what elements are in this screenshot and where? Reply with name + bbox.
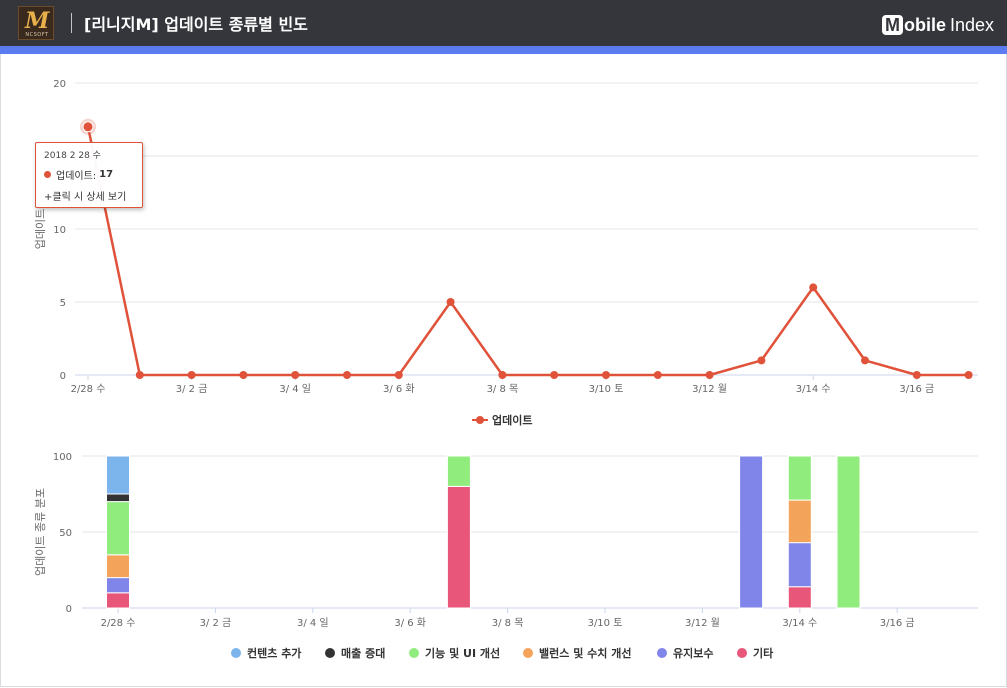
line-series-update (86, 126, 969, 377)
bar-legend-symbol-sales[interactable] (325, 648, 335, 658)
bar-segment-other[interactable] (106, 592, 130, 609)
line-xtick-label: 3/10 토 (589, 384, 624, 395)
bar-segment-contents[interactable] (106, 455, 130, 495)
line-point[interactable] (861, 356, 869, 365)
line-xtick-label: 2/28 수 (71, 383, 106, 395)
line-yaxis-title: 업데이트 (34, 209, 47, 249)
bar-segment-sales[interactable] (106, 493, 130, 503)
page-title: [리니지M] 업데이트 종류별 빈도 (84, 15, 308, 34)
line-legend-label: 업데이트 (492, 413, 532, 427)
bar-xtick-label: 3/ 4 일 (297, 617, 329, 629)
bar-xtick-label: 3/ 6 화 (394, 617, 426, 629)
line-point[interactable] (912, 371, 921, 379)
line-point[interactable] (343, 371, 351, 379)
line-ytick-label: 5 (60, 298, 66, 309)
line-xtick-label: 3/ 6 화 (383, 383, 415, 395)
line-point[interactable] (498, 371, 507, 379)
bar-xtick-label: 3/ 8 목 (492, 617, 524, 629)
line-point[interactable] (291, 371, 300, 379)
bar-legend-label-sales: 매출 증대 (341, 646, 385, 660)
bar-legend-label-contents: 컨텐츠 추가 (247, 646, 301, 660)
bar-ytick-label: 0 (66, 604, 72, 615)
bar-xtick-label: 3/10 토 (588, 618, 623, 629)
line-xtick-label: 3/ 4 일 (279, 383, 311, 395)
line-point[interactable] (653, 371, 662, 379)
tooltip-series-dot (44, 171, 51, 178)
bar-segment-other[interactable] (446, 485, 471, 609)
bar-yaxis-title: 업데이트 종류 분포 (34, 488, 47, 576)
line-xtick-label: 3/ 2 금 (176, 383, 208, 395)
bar-xtick-label: 3/14 수 (782, 617, 817, 629)
line-point[interactable] (446, 298, 455, 306)
bar-segment-feature[interactable] (106, 501, 130, 556)
line-ytick-label: 0 (60, 371, 66, 382)
tooltip-series-name: 업데이트: (56, 171, 97, 182)
line-ytick-label: 10 (53, 225, 66, 236)
bar-legend-symbol-maintenance[interactable] (657, 648, 667, 658)
line-point[interactable] (187, 371, 196, 379)
line-point[interactable] (809, 283, 818, 292)
bar-xtick-label: 3/16 금 (880, 617, 915, 629)
bar-segment-feature[interactable] (787, 455, 812, 501)
line-legend-marker[interactable] (476, 416, 484, 424)
bar-ytick-label: 50 (59, 528, 72, 539)
line-point[interactable] (757, 356, 766, 365)
line-point[interactable] (964, 371, 973, 379)
bar-legend-symbol-feature[interactable] (409, 648, 419, 658)
app-icon-letter: M (25, 8, 50, 34)
line-point[interactable] (550, 371, 559, 379)
bar-segment-maintenance[interactable] (106, 577, 130, 594)
bar-segment-balance[interactable] (787, 499, 812, 544)
bar-segment-balance[interactable] (106, 554, 130, 579)
chart-tooltip[interactable]: 2018 2 28 수 업데이트: 17 +클릭 시 상세 보기 (35, 142, 143, 208)
line-point[interactable] (705, 371, 714, 379)
bar-legend-label-feature: 기능 및 UI 개선 (425, 646, 500, 660)
line-xtick-label: 3/12 월 (692, 383, 727, 395)
bar-legend-symbol-other[interactable] (737, 648, 747, 658)
bar-legend-label-other: 기타 (753, 646, 774, 660)
line-xtick-label: 3/16 금 (899, 383, 934, 395)
bar-legend-symbol-balance[interactable] (523, 648, 533, 658)
line-xtick-label: 3/ 8 목 (487, 383, 519, 395)
line-xtick-label: 3/14 수 (796, 383, 831, 395)
app-icon: M NCSOFT (18, 6, 54, 40)
brand-logo-m: M (882, 15, 903, 35)
brand-logo-index: Index (950, 14, 995, 35)
line-point[interactable] (394, 371, 403, 379)
tooltip-detail-link[interactable]: +클릭 시 상세 보기 (44, 192, 127, 203)
bar-xtick-label: 2/28 수 (101, 617, 136, 629)
header-divider (71, 13, 72, 33)
bar-segment-feature[interactable] (836, 455, 861, 609)
tooltip-series-value: 17 (99, 169, 114, 180)
bar-xtick-label: 3/ 2 금 (200, 617, 232, 629)
bar-segment-maintenance[interactable] (739, 455, 764, 609)
bar-ytick-label: 100 (53, 452, 72, 463)
tooltip-date: 2018 2 28 수 (44, 151, 101, 161)
tooltip-series-row: 업데이트: 17 (44, 167, 134, 182)
bar-segment-maintenance[interactable] (787, 542, 812, 588)
line-point[interactable] (82, 121, 94, 133)
bar-segment-other[interactable] (787, 586, 812, 609)
bar-segment-feature[interactable] (446, 455, 471, 487)
bar-legend-symbol-contents[interactable] (231, 648, 241, 658)
line-point[interactable] (135, 371, 144, 379)
line-ytick-label: 20 (53, 79, 66, 90)
app-icon-publisher: NCSOFT (25, 32, 49, 38)
bar-legend-label-maintenance: 유지보수 (673, 646, 713, 660)
bar-xtick-label: 3/12 월 (685, 617, 720, 629)
bar-legend-label-balance: 밸런스 및 수치 개선 (539, 646, 631, 660)
brand-logo-mobile: obile (904, 14, 947, 35)
header-accent-bar (0, 46, 1007, 54)
line-point[interactable] (602, 371, 610, 379)
line-point[interactable] (239, 371, 248, 379)
